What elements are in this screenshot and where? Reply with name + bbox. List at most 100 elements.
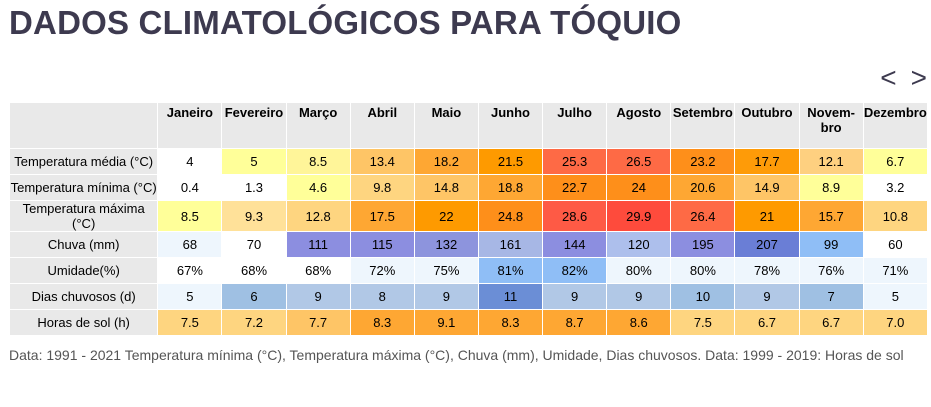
table-cell: 161 [477,231,544,258]
table-cell: 8.9 [798,174,864,201]
row-label: Horas de sol (h) [8,309,159,336]
page-title: DADOS CLIMATOLÓGICOS PARA TÓQUIO [9,4,682,41]
row-label: Temperatura média (°C) [8,148,159,175]
table-cell: 18.2 [413,148,479,175]
row-label: Temperatura mínima (°C) [8,174,159,201]
table-cell: 15.7 [798,200,864,232]
table-cell: 7.5 [670,309,736,336]
table-cell: 81% [477,257,544,284]
table-cell: 82% [542,257,608,284]
table-cell: 29.9 [606,200,672,232]
table-cell: 144 [542,231,608,258]
table-cell: 11 [477,283,544,310]
table-cell: 67% [157,257,223,284]
table-cell: 78% [734,257,800,284]
month-header: Março [285,102,351,149]
month-header: Janeiro [157,102,223,149]
table-cell: 6.7 [862,148,929,175]
month-header: Fevereiro [221,102,287,149]
climate-table: Janeiro Fevereiro Março Abril Maio Junho… [8,102,929,336]
table-row: Horas de sol (h) 7.5 7.2 7.7 8.3 9.1 8.3 8.7 8.6… [8,309,929,336]
table-cell: 99 [798,231,864,258]
table-cell: 80% [670,257,736,284]
row-label: Temperatura máxima (°C) [8,200,159,232]
table-cell: 5 [157,283,223,310]
table-cell: 24 [606,174,672,201]
table-cell: 120 [606,231,672,258]
row-label: Dias chuvosos (d) [8,283,159,310]
month-header: Abril [349,102,415,149]
table-cell: 68% [285,257,351,284]
next-arrow-icon[interactable]: > [910,62,927,93]
table-cell: 207 [734,231,800,258]
table-cell: 8.5 [157,200,223,232]
table-cell: 14.8 [413,174,479,201]
table-cell: 3.2 [862,174,929,201]
table-cell: 8.7 [542,309,608,336]
table-cell: 4 [157,148,223,175]
table-cell: 17.7 [734,148,800,175]
table-cell: 9 [734,283,800,310]
month-header: Setembro [670,102,736,149]
table-row: Umidade(%) 67% 68% 68% 72% 75% 81% 82% 80% 80% 78%… [8,257,929,284]
month-header: Julho [542,102,608,149]
table-cell: 80% [606,257,672,284]
table-cell: 111 [285,231,351,258]
table-cell: 7 [798,283,864,310]
table-cell: 115 [349,231,415,258]
data-source-note: Data: 1991 - 2021 Temperatura mínima (°C… [9,347,904,363]
table-cell: 60 [862,231,929,258]
table-cell: 5 [862,283,929,310]
table-cell: 21 [734,200,800,232]
table-cell: 22.7 [542,174,608,201]
table-cell: 7.2 [221,309,287,336]
table-cell: 7.0 [862,309,929,336]
table-cell: 6.7 [798,309,864,336]
table-cell: 6.7 [734,309,800,336]
table-cell: 28.6 [542,200,608,232]
table-cell: 75% [413,257,479,284]
table-cell: 76% [798,257,864,284]
table-row: Chuva (mm) 68 70 111 115 132 161 144 120 195 207 99… [8,231,929,258]
table-cell: 10 [670,283,736,310]
table-header-row: Janeiro Fevereiro Março Abril Maio Junho… [8,102,929,149]
table-cell: 24.8 [477,200,544,232]
table-cell: 68% [221,257,287,284]
month-navigation: < > [880,64,927,92]
table-cell: 21.5 [477,148,544,175]
table-cell: 9 [606,283,672,310]
table-cell: 132 [413,231,479,258]
table-cell: 71% [862,257,929,284]
table-cell: 22 [413,200,479,232]
table-cell: 5 [221,148,287,175]
table-cell: 72% [349,257,415,284]
month-header: Outubro [734,102,800,149]
table-cell: 25.3 [542,148,608,175]
table-cell: 26.4 [670,200,736,232]
month-header: Dezembro [862,102,929,149]
table-row: Temperatura máxima (°C) 8.5 9.3 12.8 17.5 22 2… [8,200,929,232]
table-row: Temperatura média (°C) 4 5 8.5 13.4 18.2 21.5 2… [8,148,929,175]
table-cell: 8 [349,283,415,310]
table-cell: 8.3 [477,309,544,336]
table-cell: 0.4 [157,174,223,201]
month-header: Maio [413,102,479,149]
table-cell: 9 [542,283,608,310]
month-header: Junho [477,102,544,149]
table-cell: 14.9 [734,174,800,201]
table-cell: 17.5 [349,200,415,232]
row-label: Chuva (mm) [8,231,159,258]
table-cell: 9.1 [413,309,479,336]
row-label: Umidade(%) [8,257,159,284]
table-cell: 12.1 [798,148,864,175]
table-cell: 68 [157,231,223,258]
previous-arrow-icon[interactable]: < [880,62,897,93]
table-cell: 6 [221,283,287,310]
table-cell: 8.5 [285,148,351,175]
table-cell: 4.6 [285,174,351,201]
table-cell: 23.2 [670,148,736,175]
table-row: Dias chuvosos (d) 5 6 9 8 9 11 9 9 10 9 7 5 [8,283,929,310]
header-corner [8,102,159,149]
table-cell: 26.5 [606,148,672,175]
table-cell: 7.5 [157,309,223,336]
